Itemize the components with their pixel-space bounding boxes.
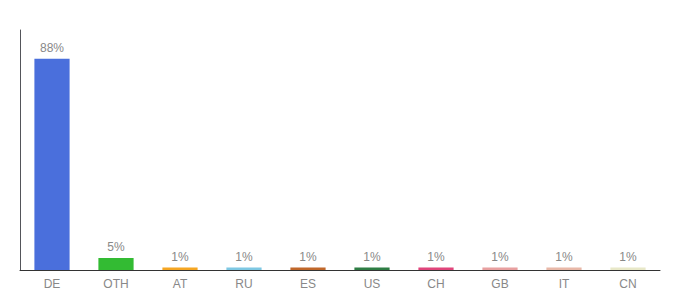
svg-text:DE: DE — [44, 277, 61, 291]
svg-text:1%: 1% — [299, 250, 317, 264]
svg-text:1%: 1% — [363, 250, 381, 264]
svg-text:AT: AT — [173, 277, 188, 291]
svg-text:1%: 1% — [427, 250, 445, 264]
svg-text:1%: 1% — [235, 250, 253, 264]
svg-text:5%: 5% — [107, 240, 125, 254]
svg-text:IT: IT — [559, 277, 570, 291]
svg-text:CH: CH — [427, 277, 444, 291]
svg-text:US: US — [364, 277, 381, 291]
svg-text:CN: CN — [619, 277, 636, 291]
svg-text:RU: RU — [235, 277, 252, 291]
svg-text:1%: 1% — [619, 250, 637, 264]
svg-text:1%: 1% — [171, 250, 189, 264]
svg-text:OTH: OTH — [103, 277, 128, 291]
svg-text:GB: GB — [491, 277, 508, 291]
svg-text:1%: 1% — [491, 250, 509, 264]
svg-text:88%: 88% — [40, 41, 64, 55]
svg-text:ES: ES — [300, 277, 316, 291]
svg-text:1%: 1% — [555, 250, 573, 264]
